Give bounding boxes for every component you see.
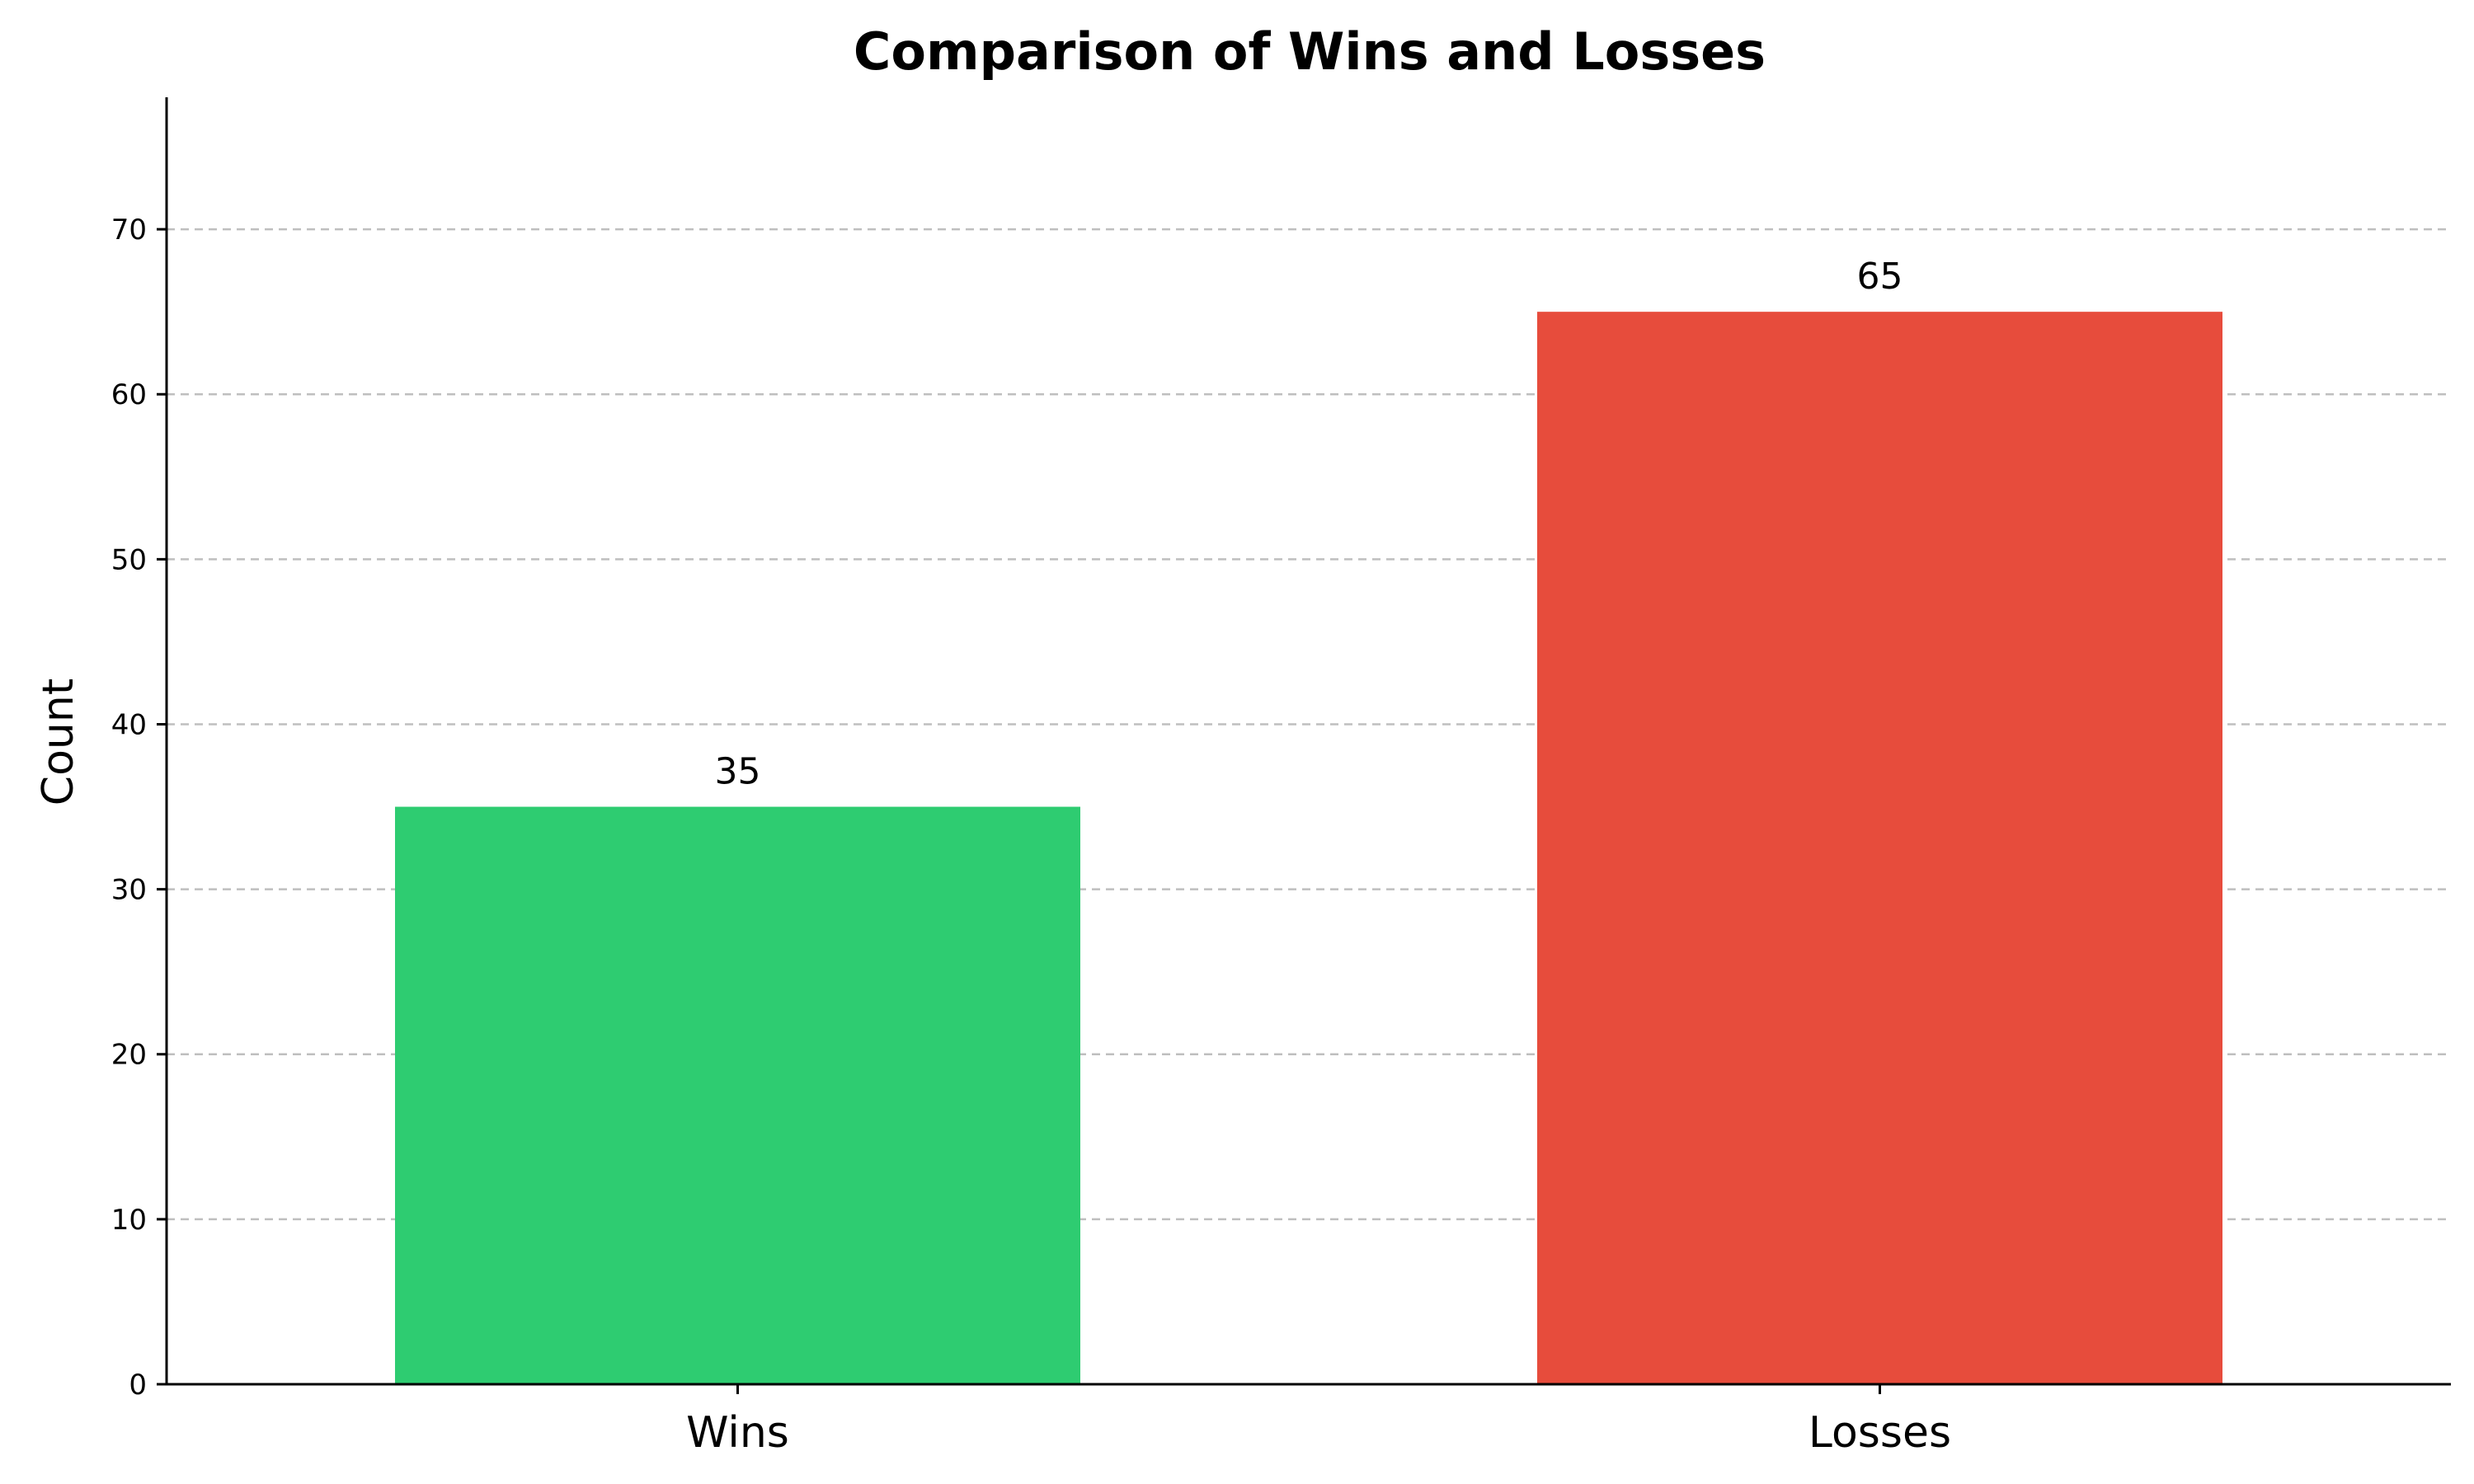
data-label: 65	[1857, 256, 1903, 298]
data-label: 35	[715, 751, 761, 793]
bars	[395, 312, 2222, 1385]
x-tick-label: Wins	[686, 1408, 789, 1458]
y-axis-ticks: 0 10 20 30 40 50 60 70	[111, 214, 167, 1402]
bar-wins	[395, 806, 1080, 1384]
y-tick-label: 10	[111, 1204, 147, 1237]
chart-title: Comparison of Wins and Losses	[854, 21, 1766, 82]
data-labels: 35 65	[715, 256, 1903, 792]
y-tick-label: 0	[129, 1369, 147, 1402]
y-tick-label: 20	[111, 1039, 147, 1072]
x-axis-ticks: Wins Losses	[686, 1384, 1951, 1458]
y-tick-label: 40	[111, 708, 147, 741]
y-tick-label: 50	[111, 543, 147, 576]
y-tick-label: 60	[111, 378, 147, 411]
y-tick-label: 70	[111, 214, 147, 247]
y-axis-label: Count	[34, 679, 83, 805]
x-tick-label: Losses	[1808, 1408, 1951, 1458]
y-tick-label: 30	[111, 874, 147, 907]
axes	[165, 97, 2451, 1386]
bar-losses	[1537, 312, 2222, 1385]
